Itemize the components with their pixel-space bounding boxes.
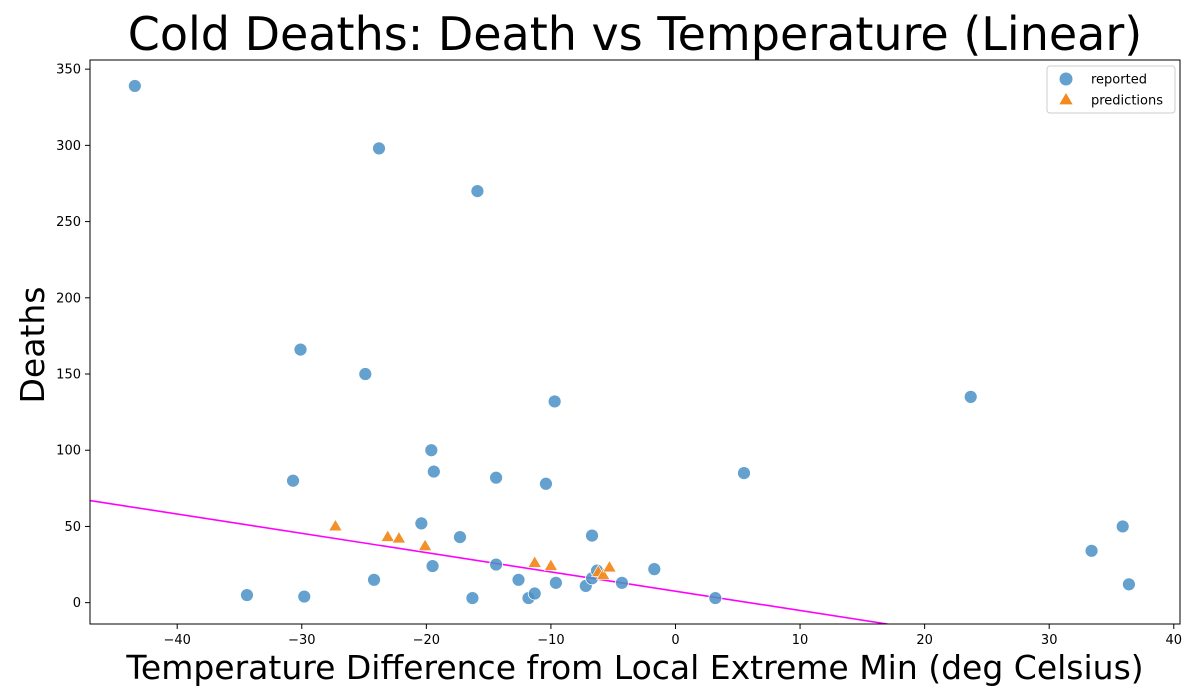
- prediction-point: [527, 555, 542, 568]
- x-tick-label: −30: [288, 633, 315, 648]
- reported-point: [414, 516, 429, 531]
- reported-point: [297, 589, 312, 604]
- reported-point: [470, 184, 485, 198]
- reported-point: [127, 79, 142, 93]
- reported-point: [615, 575, 629, 590]
- y-tick-label: 200: [56, 291, 81, 306]
- y-axis-label: Deaths: [13, 287, 52, 404]
- x-tick-label: 30: [1041, 633, 1058, 648]
- legend-marker-reported: [1059, 72, 1073, 86]
- prediction-point: [380, 529, 395, 542]
- prediction-point: [417, 538, 433, 551]
- x-tick-label: 10: [792, 633, 809, 648]
- reported-point: [548, 575, 563, 590]
- reported-point: [358, 367, 373, 381]
- reported-point: [424, 443, 439, 458]
- y-tick-label: 100: [56, 444, 81, 459]
- reported-point: [426, 464, 441, 479]
- prediction-point: [596, 567, 611, 580]
- fit-line: [90, 499, 888, 624]
- x-tick-label: 20: [916, 633, 933, 648]
- reported-point: [286, 473, 300, 488]
- reported-point: [293, 342, 308, 357]
- reported-point: [527, 586, 542, 601]
- legend-frame: [1046, 65, 1176, 114]
- legend: reported predictions: [1046, 65, 1176, 114]
- reported-point: [547, 394, 562, 409]
- x-tick-label: −10: [537, 633, 564, 648]
- y-tick-label: 50: [64, 520, 81, 535]
- legend-label-reported: reported: [1091, 73, 1147, 88]
- reported-point: [240, 588, 254, 602]
- reported-point: [465, 591, 480, 605]
- y-tick-label: 150: [56, 368, 81, 383]
- reported-point: [425, 559, 440, 573]
- reported-point: [453, 530, 467, 545]
- plot-area: −40 −30 −20 −10 0 10 20 30 40 0 50 100 150 200 250 300 3…: [56, 59, 1182, 648]
- prediction-point: [328, 518, 343, 532]
- legend-label-predictions: predictions: [1091, 94, 1163, 109]
- prediction-point: [391, 531, 407, 544]
- reported-point: [647, 562, 662, 577]
- reported-point: [708, 591, 723, 605]
- x-tick-label: 40: [1165, 633, 1182, 648]
- y-tick-label: 250: [56, 215, 81, 230]
- y-tick-label: 350: [56, 63, 81, 78]
- reported-point: [539, 476, 553, 491]
- x-tick-label: 0: [671, 633, 679, 648]
- x-axis-label: Temperature Difference from Local Extrem…: [125, 648, 1143, 687]
- reported-point: [367, 572, 381, 587]
- reported-point: [372, 141, 386, 156]
- reported-point: [963, 389, 978, 404]
- x-tick-label: −20: [413, 633, 440, 648]
- y-tick-label: 0: [73, 596, 81, 611]
- x-tick-label: −40: [163, 633, 190, 648]
- prediction-point: [543, 558, 559, 571]
- reported-point: [737, 466, 751, 480]
- reported-point: [1084, 543, 1099, 558]
- reported-point: [1122, 577, 1136, 592]
- plot-frame: [89, 59, 1181, 625]
- reported-point: [489, 557, 504, 572]
- y-tick-label: 300: [56, 139, 81, 154]
- reported-point: [511, 572, 526, 587]
- reported-point: [1115, 519, 1130, 534]
- data-layer: [90, 79, 1136, 624]
- reported-point: [585, 528, 599, 543]
- chart-title: Cold Deaths: Death vs Temperature (Linea…: [128, 7, 1142, 61]
- legend-marker-predictions: [1059, 93, 1073, 105]
- reported-point: [489, 470, 504, 485]
- prediction-point: [602, 560, 617, 573]
